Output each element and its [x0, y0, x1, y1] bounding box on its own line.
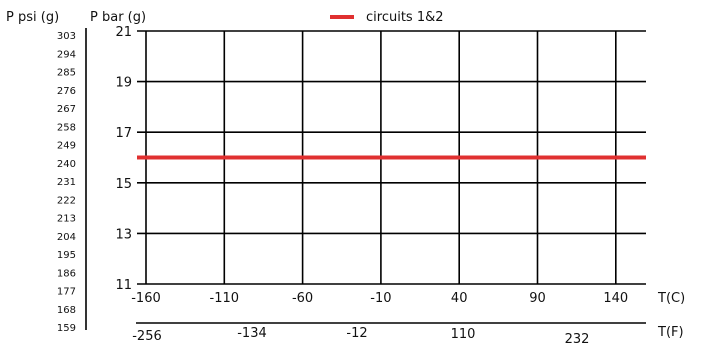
psi-tick-label: 285 — [57, 68, 76, 79]
psi-tick-label: 213 — [57, 214, 76, 225]
celsius-tick-label: 40 — [451, 291, 468, 306]
fahrenheit-tick-label: 232 — [565, 332, 590, 347]
bar-axis-title: P bar (g) — [90, 10, 146, 25]
psi-tick-labels: 303 294 285 276 267 258 249 240 231 222 213 204 195 1… — [57, 31, 76, 334]
celsius-tick-label: 140 — [603, 291, 628, 306]
bar-tick-label: 13 — [115, 227, 132, 242]
bar-tick-labels: 21 19 17 15 13 11 — [115, 25, 132, 293]
psi-tick-label: 267 — [57, 104, 76, 115]
psi-tick-label: 294 — [57, 49, 76, 60]
psi-tick-label: 177 — [57, 287, 76, 298]
bar-tick-label: 21 — [115, 25, 132, 40]
celsius-tick-label: -110 — [210, 291, 240, 306]
psi-tick-label: 240 — [57, 159, 76, 170]
psi-tick-label: 258 — [57, 122, 76, 133]
psi-tick-label: 249 — [57, 141, 76, 152]
psi-tick-label: 204 — [57, 232, 76, 243]
bar-tick-label: 15 — [115, 177, 132, 192]
fahrenheit-tick-label: -12 — [346, 326, 367, 341]
celsius-tick-label: -10 — [370, 291, 391, 306]
fahrenheit-tick-labels: -256 -134 -12 110 232 — [132, 326, 589, 347]
legend-label: circuits 1&2 — [366, 10, 444, 25]
psi-tick-label: 276 — [57, 86, 76, 97]
fahrenheit-tick-label: 110 — [451, 327, 476, 342]
bar-tick-label: 11 — [115, 278, 132, 293]
psi-tick-label: 195 — [57, 250, 76, 261]
bar-tick-label: 17 — [115, 126, 132, 141]
fahrenheit-tick-label: -134 — [237, 326, 267, 341]
horizontal-gridlines — [137, 30, 646, 285]
psi-tick-label: 159 — [57, 323, 76, 334]
celsius-tick-label: -60 — [292, 291, 313, 306]
bar-tick-label: 19 — [115, 76, 132, 91]
celsius-tick-labels: -160 -110 -60 -10 40 90 140 — [131, 291, 628, 306]
psi-tick-label: 222 — [57, 195, 76, 206]
celsius-tick-label: 90 — [529, 291, 546, 306]
celsius-tick-label: -160 — [131, 291, 161, 306]
psi-tick-label: 231 — [57, 177, 76, 188]
fahrenheit-axis-title: T(F) — [657, 325, 684, 340]
fahrenheit-tick-label: -256 — [132, 329, 162, 344]
psi-tick-label: 186 — [57, 268, 76, 279]
psi-axis-title: P psi (g) — [6, 10, 59, 25]
psi-tick-label: 168 — [57, 305, 76, 316]
celsius-axis-title: T(C) — [657, 291, 685, 306]
psi-tick-label: 303 — [57, 31, 76, 42]
legend: circuits 1&2 — [330, 10, 444, 25]
